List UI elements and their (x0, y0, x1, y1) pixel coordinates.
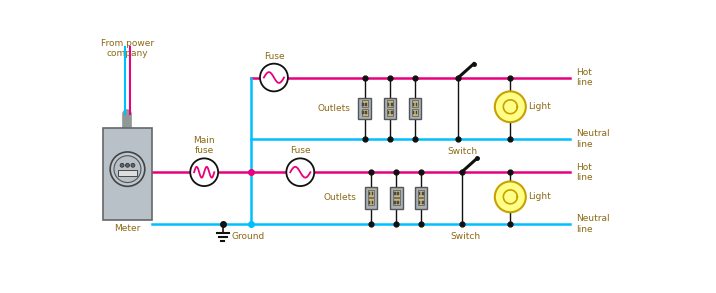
Text: Switch: Switch (448, 147, 478, 156)
Bar (412, 111, 415, 114)
Bar (412, 100, 418, 107)
Bar (369, 201, 370, 204)
Circle shape (260, 64, 288, 91)
Circle shape (110, 152, 145, 186)
Bar (393, 190, 400, 197)
Bar (368, 190, 374, 197)
Circle shape (131, 163, 135, 167)
Text: Light: Light (528, 193, 551, 201)
Text: Main
fuse: Main fuse (193, 136, 215, 155)
Bar (368, 198, 374, 205)
Bar (372, 192, 373, 195)
Circle shape (495, 91, 526, 122)
Bar (365, 111, 367, 114)
Bar (387, 109, 393, 116)
Text: Meter: Meter (115, 224, 140, 233)
Text: Fuse: Fuse (263, 52, 284, 61)
Bar (369, 192, 370, 195)
Bar (390, 187, 402, 209)
Bar (384, 98, 397, 119)
Circle shape (495, 181, 526, 212)
Circle shape (114, 156, 141, 183)
Bar (397, 201, 399, 204)
Text: Light: Light (528, 102, 551, 111)
Bar (359, 98, 371, 119)
Bar (362, 103, 364, 105)
Circle shape (190, 158, 218, 186)
Bar (418, 190, 425, 197)
Bar (365, 103, 367, 105)
Text: Ground: Ground (231, 232, 265, 241)
Bar (118, 170, 137, 176)
Bar (412, 109, 418, 116)
Text: Outlets: Outlets (324, 193, 357, 202)
Bar (364, 187, 377, 209)
Bar (103, 127, 152, 220)
Bar (391, 111, 392, 114)
Text: Outlets: Outlets (318, 104, 351, 113)
Bar (419, 201, 420, 204)
Bar (372, 201, 373, 204)
Bar (409, 98, 421, 119)
Bar (412, 103, 415, 105)
Circle shape (125, 163, 130, 167)
Text: Neutral
line: Neutral line (576, 130, 610, 149)
Circle shape (286, 158, 314, 186)
Text: From power
company: From power company (101, 39, 154, 58)
Bar (397, 192, 399, 195)
Bar (422, 192, 424, 195)
Bar (419, 192, 420, 195)
Bar (362, 111, 364, 114)
Bar (388, 103, 390, 105)
Text: Fuse: Fuse (290, 146, 311, 155)
Text: Hot
line: Hot line (576, 163, 593, 182)
Bar (394, 201, 396, 204)
Bar (388, 111, 390, 114)
Bar (362, 100, 368, 107)
Bar (418, 198, 425, 205)
Bar (362, 109, 368, 116)
Bar (391, 103, 392, 105)
Text: Switch: Switch (450, 231, 480, 241)
Bar (416, 103, 417, 105)
Circle shape (120, 163, 124, 167)
Text: Neutral
line: Neutral line (576, 214, 610, 234)
Bar (394, 192, 396, 195)
Bar (415, 187, 427, 209)
Bar (416, 111, 417, 114)
Text: Hot
line: Hot line (576, 68, 593, 87)
Bar (393, 198, 400, 205)
Bar (422, 201, 424, 204)
Bar (387, 100, 393, 107)
